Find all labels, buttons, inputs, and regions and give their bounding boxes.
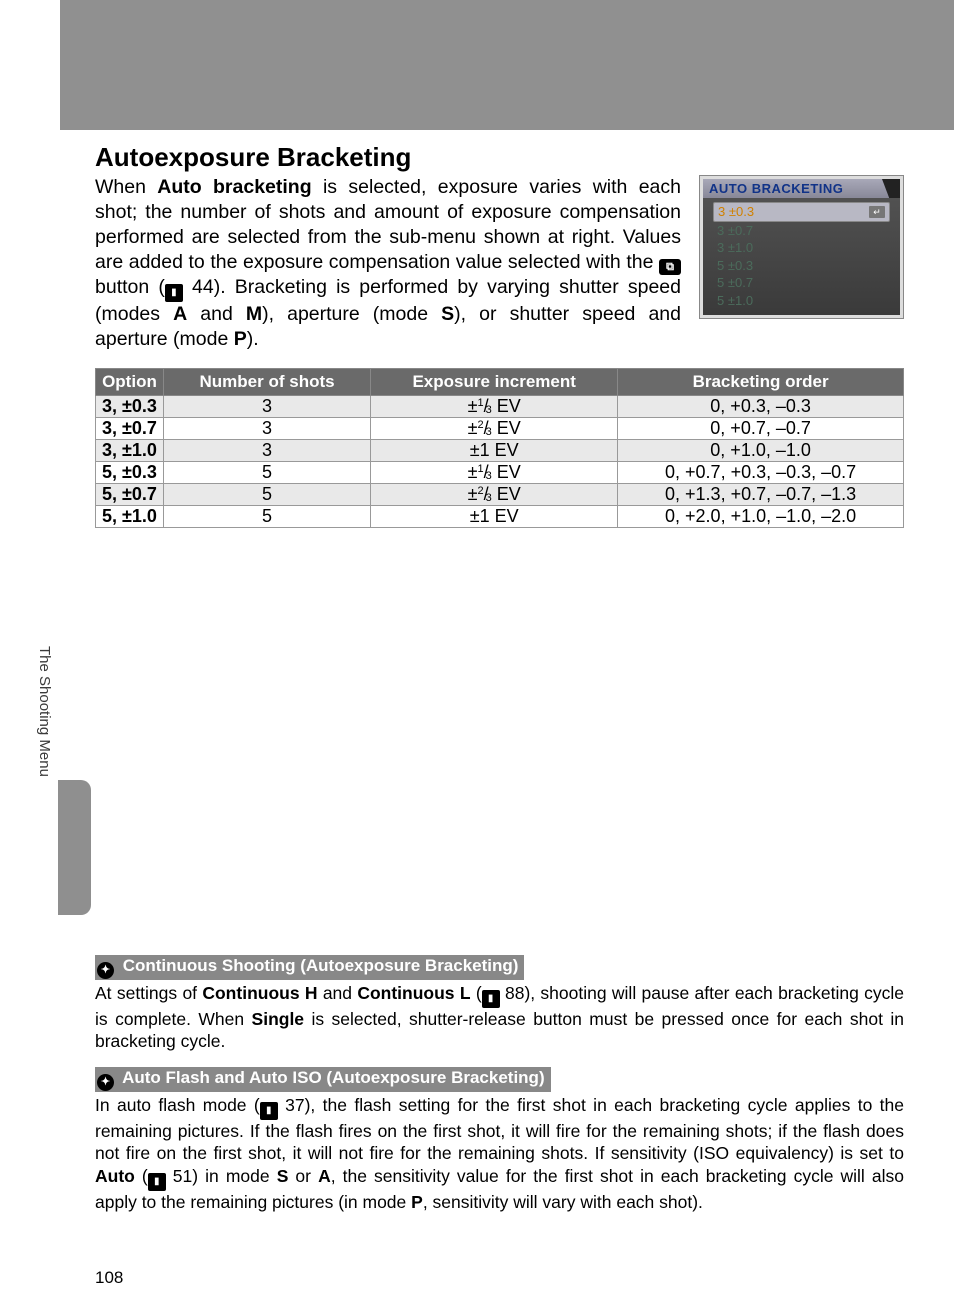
- table-cell: 5, ±0.3: [96, 461, 164, 483]
- page-number: 108: [95, 1268, 123, 1288]
- ok-icon: ↵: [869, 206, 885, 218]
- table-cell: 0, +1.0, –1.0: [618, 439, 904, 461]
- side-tab-block: [58, 780, 91, 915]
- note-body: At settings of Continuous H and Continuo…: [95, 982, 904, 1053]
- table-cell: 5, ±0.7: [96, 483, 164, 505]
- table-header-row: OptionNumber of shotsExposure incrementB…: [96, 368, 904, 395]
- table-cell: 0, +0.7, –0.7: [618, 417, 904, 439]
- table-cell: 3, ±1.0: [96, 439, 164, 461]
- table-cell: ±2/3 EV: [371, 483, 618, 505]
- lcd-title: AUTO BRACKETING: [703, 179, 900, 198]
- section-heading: Autoexposure Bracketing: [95, 142, 904, 173]
- table-body: 3, ±0.33±1/3 EV0, +0.3, –0.33, ±0.73±2/3…: [96, 395, 904, 527]
- table-cell: 3: [163, 395, 370, 417]
- table-cell: 3: [163, 417, 370, 439]
- note-bullet-icon: ✦: [97, 1074, 114, 1091]
- table-row: 5, ±0.75±2/3 EV0, +1.3, +0.7, –0.7, –1.3: [96, 483, 904, 505]
- table-cell: ±1/3 EV: [371, 461, 618, 483]
- table-cell: 5, ±1.0: [96, 505, 164, 527]
- page-content: Autoexposure Bracketing When Auto bracke…: [0, 130, 954, 528]
- intro-paragraph: When Auto bracketing is selected, exposu…: [95, 175, 681, 352]
- table-cell: 5: [163, 461, 370, 483]
- table-cell: ±1 EV: [371, 505, 618, 527]
- table-header-cell: Number of shots: [163, 368, 370, 395]
- table-cell: 0, +0.7, +0.3, –0.3, –0.7: [618, 461, 904, 483]
- lcd-screenshot: AUTO BRACKETING 3 ±0.3↵3 ±0.73 ±1.05 ±0.…: [699, 175, 904, 352]
- table-cell: 0, +0.3, –0.3: [618, 395, 904, 417]
- table-cell: 3, ±0.3: [96, 395, 164, 417]
- page-ref-icon: ▮: [165, 284, 183, 302]
- note-bullet-icon: ✦: [97, 962, 114, 979]
- ev-comp-icon: ⧉: [659, 259, 681, 275]
- lcd-menu-item: 3 ±0.3↵: [713, 202, 890, 222]
- table-header-cell: Bracketing order: [618, 368, 904, 395]
- table-cell: 0, +1.3, +0.7, –0.7, –1.3: [618, 483, 904, 505]
- table-cell: ±1 EV: [371, 439, 618, 461]
- lcd-menu-list: 3 ±0.3↵3 ±0.73 ±1.05 ±0.35 ±0.75 ±1.0: [703, 198, 900, 315]
- table-cell: 0, +2.0, +1.0, –1.0, –2.0: [618, 505, 904, 527]
- table-cell: 3: [163, 439, 370, 461]
- table-cell: 5: [163, 505, 370, 527]
- table-header-cell: Exposure increment: [371, 368, 618, 395]
- table-header-cell: Option: [96, 368, 164, 395]
- table-cell: 3, ±0.7: [96, 417, 164, 439]
- note-body: In auto flash mode (▮ 37), the flash set…: [95, 1094, 904, 1213]
- table-cell: 5: [163, 483, 370, 505]
- table-row: 5, ±0.35±1/3 EV0, +0.7, +0.3, –0.3, –0.7: [96, 461, 904, 483]
- page-ref-icon: ▮: [260, 1102, 278, 1120]
- page-ref-icon: ▮: [482, 990, 500, 1008]
- bracketing-table: OptionNumber of shotsExposure incrementB…: [95, 368, 904, 528]
- table-row: 3, ±0.33±1/3 EV0, +0.3, –0.3: [96, 395, 904, 417]
- table-row: 3, ±0.73±2/3 EV0, +0.7, –0.7: [96, 417, 904, 439]
- lcd-menu-item: 5 ±0.7: [717, 274, 886, 292]
- side-tab: The Shooting Menu: [30, 640, 70, 870]
- table-row: 3, ±1.03±1 EV0, +1.0, –1.0: [96, 439, 904, 461]
- page-ref-icon: ▮: [148, 1173, 166, 1191]
- lcd-menu-item: 3 ±0.7: [717, 222, 886, 240]
- lcd-menu-item: 3 ±1.0: [717, 239, 886, 257]
- table-cell: ±2/3 EV: [371, 417, 618, 439]
- side-tab-label: The Shooting Menu: [30, 640, 53, 777]
- note-title: ✦ Auto Flash and Auto ISO (Autoexposure …: [95, 1067, 551, 1092]
- lcd-menu-item: 5 ±0.3: [717, 257, 886, 275]
- notes-section: ✦ Continuous Shooting (Autoexposure Brac…: [95, 955, 904, 1227]
- header-band: [60, 0, 954, 130]
- table-row: 5, ±1.05±1 EV0, +2.0, +1.0, –1.0, –2.0: [96, 505, 904, 527]
- lcd-menu-item: 5 ±1.0: [717, 292, 886, 310]
- note-title: ✦ Continuous Shooting (Autoexposure Brac…: [95, 955, 524, 980]
- table-cell: ±1/3 EV: [371, 395, 618, 417]
